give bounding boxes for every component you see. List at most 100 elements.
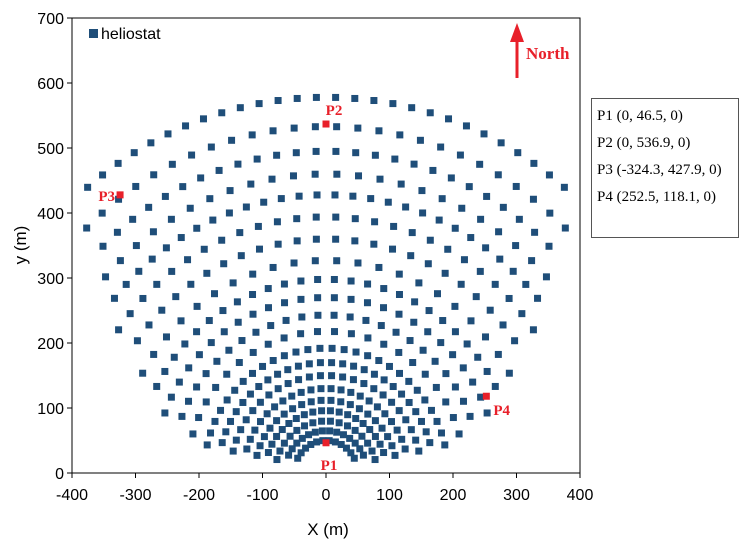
heliostat-point [364, 352, 372, 360]
heliostat-point [228, 136, 236, 144]
heliostat-point [249, 348, 257, 356]
heliostat-point [223, 370, 231, 378]
heliostat-point [335, 419, 343, 427]
heliostat-point [360, 380, 368, 388]
heliostat-point [316, 344, 324, 352]
x-tick-label: -300 [119, 487, 151, 504]
heliostat-point [247, 180, 255, 188]
heliostat-point [167, 215, 175, 223]
info-line-p4: P4 (252.5, 118.1, 0) [597, 189, 717, 205]
heliostat-point [161, 192, 169, 200]
north-arrow-head-icon [510, 23, 524, 42]
heliostat-point [499, 203, 507, 211]
heliostat-point [307, 398, 315, 406]
heliostat-point [534, 294, 542, 302]
heliostat-point [343, 422, 351, 430]
heliostat-point [390, 222, 398, 230]
heliostat-point [463, 340, 471, 348]
heliostat-point [129, 215, 137, 223]
points-of-interest: P1 P2 P3 P4 [98, 103, 510, 474]
heliostat-point [292, 415, 300, 423]
heliostat-point [305, 360, 313, 368]
heliostat-point [162, 244, 170, 252]
heliostat-point [482, 244, 490, 252]
heliostat-point [318, 427, 326, 435]
heliostat-point [326, 427, 334, 435]
heliostat-point [231, 386, 239, 394]
heliostat-point [529, 326, 537, 334]
legend: heliostat [89, 26, 161, 43]
heliostat-point [451, 302, 459, 310]
heliostat-point [561, 224, 569, 232]
heliostat-point [419, 346, 427, 354]
heliostat-point [114, 159, 122, 167]
heliostat-point [352, 415, 360, 423]
x-tick-label: 400 [567, 487, 594, 504]
heliostat-point [346, 313, 354, 321]
heliostat-point [314, 275, 322, 283]
heliostat-point [167, 393, 175, 401]
heliostat-point [271, 403, 279, 411]
heliostat-point [246, 390, 254, 398]
heliostat-point [302, 444, 310, 452]
heliostat-point [512, 182, 520, 190]
heliostat-point [419, 209, 427, 217]
heliostat-point [264, 449, 272, 457]
heliostat-point [254, 222, 262, 230]
heliostat-point [476, 160, 484, 168]
heliostat-point [401, 445, 409, 453]
heliostat-point [437, 339, 445, 347]
heliostat-point [425, 307, 433, 315]
heliostat-point [393, 426, 401, 434]
heliostat-point [445, 115, 453, 123]
y-tick-label: 100 [37, 401, 64, 418]
heliostat-point [316, 372, 324, 380]
heliostat-point [209, 216, 217, 224]
heliostat-point [178, 412, 186, 420]
heliostat-point [391, 451, 399, 459]
heliostat-point [297, 388, 305, 396]
heliostat-point [289, 172, 297, 180]
heliostat-point [412, 408, 420, 416]
heliostat-point [429, 166, 437, 174]
heliostat-point [273, 432, 281, 440]
heliostat-point [207, 429, 215, 437]
heliostat-point [337, 386, 345, 394]
heliostat-point [203, 441, 211, 449]
heliostat-point [311, 170, 319, 178]
heliostat-point [462, 122, 470, 130]
heliostat-point [431, 357, 439, 365]
heliostat-point [347, 295, 355, 303]
heliostat-point [188, 151, 196, 159]
heliostat-point [459, 397, 467, 405]
heliostat-point [476, 267, 484, 275]
heliostat-point [512, 242, 520, 250]
heliostat-point [328, 372, 336, 380]
heliostat-point [276, 447, 284, 455]
heliostat-point [496, 255, 504, 263]
heliostat-point [483, 192, 491, 200]
heliostat-point [395, 310, 403, 318]
heliostat-point [237, 426, 245, 434]
heliostat-point [358, 432, 366, 440]
heliostat-point [437, 429, 445, 437]
heliostat-point [422, 428, 430, 436]
heliostat-point [150, 171, 158, 179]
heliostat-point [255, 100, 263, 108]
heliostat-point [220, 260, 228, 268]
heliostat-point [292, 149, 300, 157]
heliostat-point [482, 333, 490, 341]
heliostat-point [252, 328, 260, 336]
y-tick-label: 500 [37, 141, 64, 158]
heliostat-point [211, 417, 219, 425]
heliostat-point [380, 285, 388, 293]
heliostat-point [337, 440, 345, 448]
x-tick-label: -400 [56, 487, 88, 504]
heliostat-point [317, 396, 325, 404]
heliostat-point [233, 298, 241, 306]
heliostat-point [460, 256, 468, 264]
heliostat-point [347, 388, 355, 396]
heliostat-point [384, 433, 392, 441]
heliostat-point [279, 397, 287, 405]
heliostat-point [307, 386, 315, 394]
